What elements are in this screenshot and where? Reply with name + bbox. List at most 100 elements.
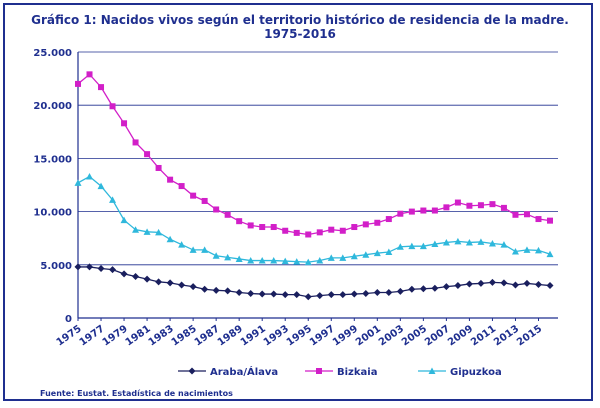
data-point [534,280,542,288]
data-point [419,285,427,293]
data-point [431,207,438,214]
data-point [144,151,151,158]
data-point [178,183,185,190]
data-point [454,282,462,290]
data-point [166,279,174,287]
data-point [511,248,519,255]
data-point [350,252,358,260]
y-tick-label: 0 [65,314,72,325]
data-point [293,291,301,299]
data-point [546,250,554,258]
data-point [213,206,220,213]
data-point [512,211,519,218]
data-point [120,216,128,224]
x-tick-label: 1985 [170,323,199,348]
data-point [523,246,531,253]
data-point [466,202,473,209]
x-tick-label: 1989 [216,323,245,348]
data-point [155,164,162,171]
gridlines [78,51,558,266]
legend-label: Gipuzkoa [450,367,502,378]
data-point [109,196,117,203]
data-point [236,218,243,225]
data-point [328,226,335,233]
data-point [258,290,266,298]
x-tick-label: 1999 [331,323,360,348]
data-point [397,210,404,217]
data-point [362,221,369,228]
x-tick-label: 1983 [147,323,176,348]
data-point [535,216,542,223]
data-point [190,192,197,199]
data-point [155,228,163,236]
data-point [259,224,266,231]
data-point [316,257,324,264]
data-point [86,263,94,271]
data-point [500,204,507,211]
data-point [132,139,139,146]
data-point [420,207,427,214]
data-point [201,197,208,204]
x-tick-label: 1995 [285,323,314,348]
data-point [270,224,277,231]
series-gipuzkoa [74,172,554,266]
data-point [351,224,358,231]
x-tick-label: 1997 [308,323,337,348]
data-point [109,266,117,274]
data-point [304,258,312,266]
x-tick-label: 2013 [492,323,521,348]
data-point [465,238,473,246]
data-point [212,286,220,294]
data-point [408,285,416,293]
series [74,71,554,301]
data-point [500,241,508,248]
data-point [373,249,381,257]
series-line [77,175,551,263]
data-point [477,202,484,209]
data-point [98,84,105,91]
data-point [316,292,324,300]
data-point [489,201,496,208]
data-point [235,255,243,262]
data-point [235,288,243,296]
source-note: Fuente: Eustat. Estadística de nacimient… [40,389,233,398]
chart-subtitle: 1975-2016 [264,27,336,41]
y-tick-label: 20.000 [33,101,72,112]
data-point [201,285,209,293]
data-point [431,240,439,248]
data-point [350,290,358,298]
x-tick-label: 2009 [446,323,475,348]
data-point [224,211,231,218]
data-point [97,265,105,273]
data-point [374,219,381,226]
data-point [212,252,220,259]
data-point [362,290,370,298]
data-point [270,257,278,264]
y-tick-label: 25.000 [33,48,72,59]
data-point [74,263,82,271]
data-point [454,237,462,245]
data-point [511,281,519,289]
data-point [247,257,255,264]
data-point [547,217,553,224]
data-point [132,273,140,281]
data-point [189,246,197,253]
x-tick-label: 1975 [55,323,84,348]
data-point [396,287,404,295]
data-point [442,238,450,246]
data-point [247,222,254,229]
data-point [121,120,128,127]
legend-marker [188,367,196,375]
data-point [454,199,461,206]
data-point [166,235,174,243]
data-point [523,211,530,218]
x-tick-label: 2003 [377,323,406,348]
y-tick-label: 10.000 [33,208,72,219]
data-point [339,254,347,261]
data-point [281,291,289,299]
data-point [132,226,140,233]
data-point [224,253,232,261]
data-point [293,229,300,236]
data-point [143,275,151,283]
